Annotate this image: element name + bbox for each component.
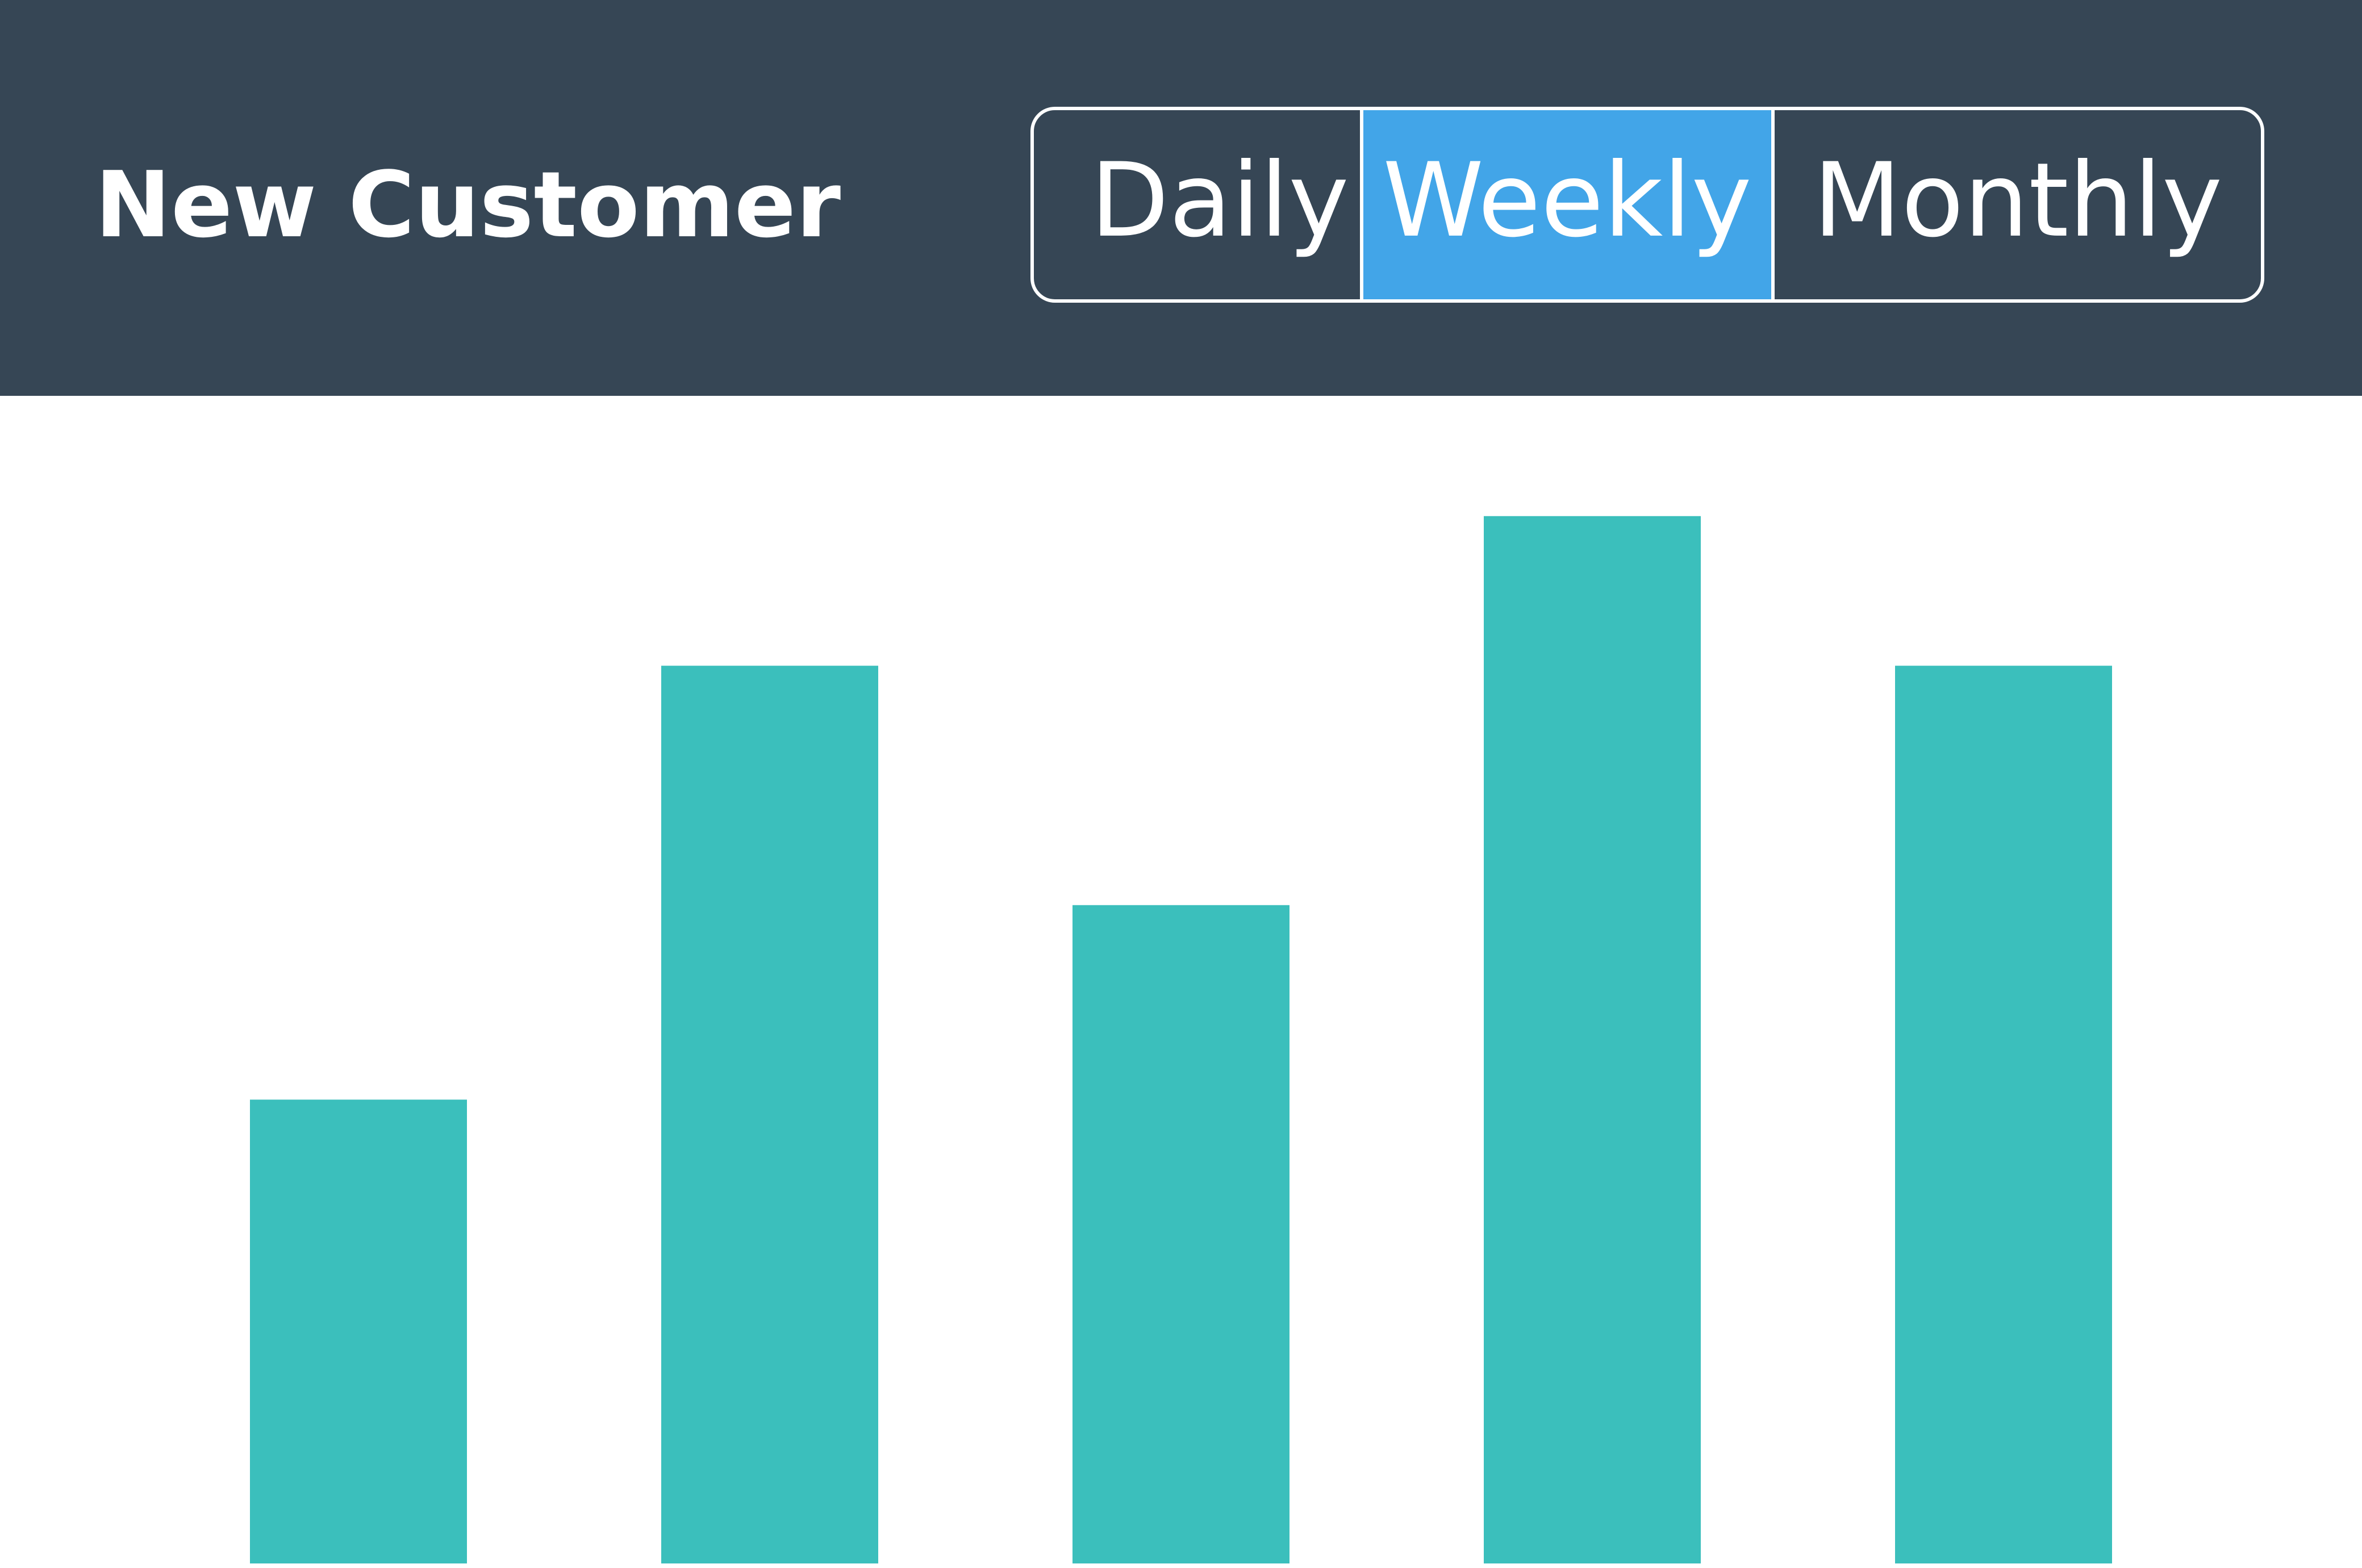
tab-label[interactable]: Weekly bbox=[1383, 141, 1752, 260]
plot bbox=[250, 516, 2112, 1563]
tab-label[interactable]: Monthly bbox=[1813, 141, 2223, 260]
bar bbox=[1073, 905, 1289, 1563]
widget-title: New Customer bbox=[95, 152, 841, 258]
bar bbox=[1484, 516, 1701, 1563]
tab-label[interactable]: Daily bbox=[1090, 141, 1349, 260]
segmented-control: Daily Weekly Monthly bbox=[1030, 107, 2264, 303]
header-bar bbox=[0, 0, 2362, 396]
bar bbox=[1895, 666, 2112, 1563]
tab-outline bbox=[1030, 107, 2264, 303]
tab-active-bg bbox=[1362, 108, 1773, 301]
bar bbox=[661, 666, 878, 1563]
bar bbox=[250, 1099, 467, 1563]
